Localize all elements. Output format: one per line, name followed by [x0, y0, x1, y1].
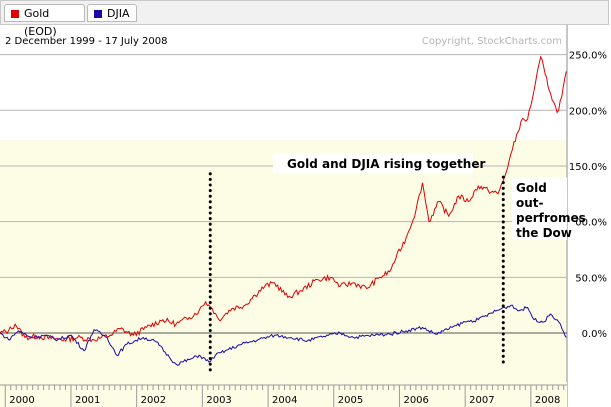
date-range: 2 December 1999 - 17 July 2008 [5, 36, 168, 47]
legend-tab-gold[interactable]: Gold (EOD) [4, 4, 85, 38]
shaded-region [0, 140, 567, 407]
y-tick-label: 150.0% [569, 162, 607, 173]
x-tick-label: 2003 [206, 395, 231, 406]
legend-bar: Gold (EOD) DJIA [0, 0, 609, 38]
x-tick-label: 2002 [141, 395, 166, 406]
price-chart: 250.0% 200.0% 150.0% 00.0% 50.0% 0.0% 2000 200… [0, 25, 607, 407]
y-tick-label: 200.0% [569, 106, 607, 117]
x-axis-band [0, 382, 567, 407]
series-line-gold [0, 55, 567, 344]
series-line-djia [0, 304, 567, 366]
legend-tab-djia[interactable]: DJIA [87, 4, 137, 22]
x-tick-label: 2006 [403, 395, 428, 406]
annotation-outperforms-line: Gold [516, 181, 547, 195]
annotation-rising-together: Gold and DJIA rising together [287, 157, 485, 171]
annotation-outperforms-line: perfromes [516, 211, 586, 225]
y-tick-label: 0.0% [582, 329, 607, 340]
legend-djia-label: DJIA [107, 7, 130, 20]
x-tick-label: 2007 [469, 395, 494, 406]
annotation-outperforms-line: out- [516, 196, 544, 210]
djia-swatch-icon [94, 10, 102, 18]
x-tick-label: 2000 [9, 395, 34, 406]
annotation-outperforms-line: the Dow [516, 226, 572, 240]
legend-gold-label: Gold (EOD) [24, 7, 57, 38]
y-tick-label: 250.0% [569, 51, 607, 62]
x-tick-label: 2001 [75, 395, 100, 406]
annotation-1-bg [273, 153, 473, 173]
gold-swatch-icon [11, 10, 19, 18]
y-tick-label: 00.0% [575, 218, 607, 229]
x-tick-label: 2008 [535, 395, 560, 406]
annotation-2-bg [512, 177, 567, 240]
copyright: Copyright, StockCharts.com [422, 36, 562, 47]
x-tick-label: 2004 [272, 395, 297, 406]
x-tick-label: 2005 [338, 395, 363, 406]
y-tick-label: 50.0% [575, 273, 607, 284]
